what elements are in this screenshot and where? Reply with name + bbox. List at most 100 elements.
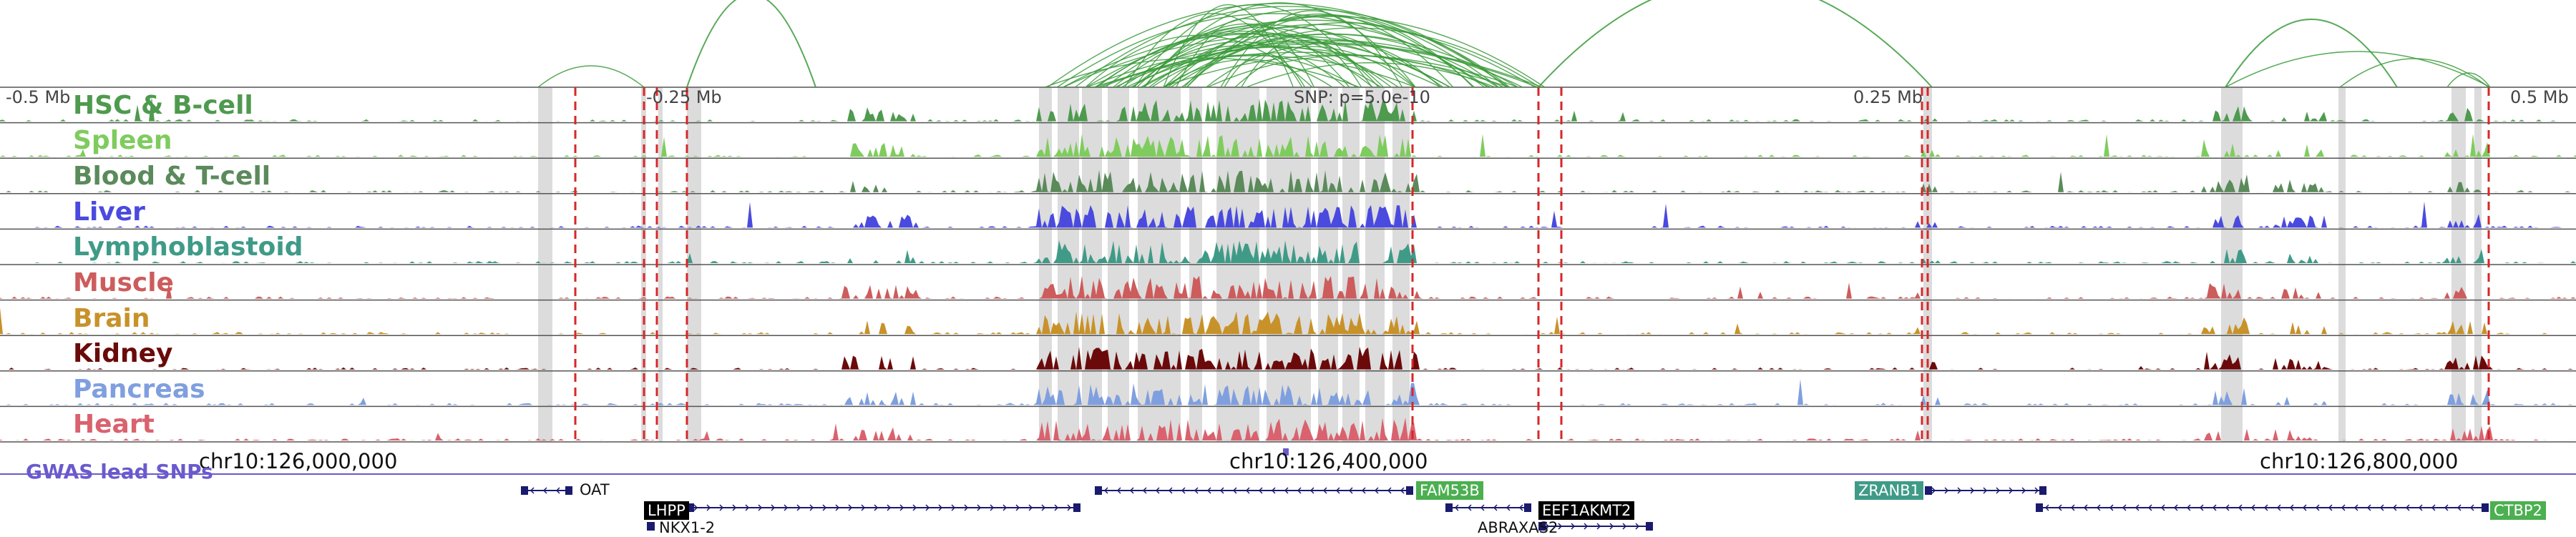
strand-arrow xyxy=(2212,504,2217,511)
strand-arrow xyxy=(1348,487,1353,494)
strand-arrow xyxy=(2431,504,2436,511)
strand-arrow xyxy=(2160,504,2165,511)
strand-arrow xyxy=(2289,504,2294,511)
strand-arrow xyxy=(1571,523,1576,530)
gene-label-eef1akmt2[interactable]: EEF1AKMT2 xyxy=(1538,501,1635,520)
exon xyxy=(2039,486,2046,495)
strand-arrow xyxy=(1258,487,1263,494)
snp-pvalue-label: SNP: p=5.0e-10 xyxy=(1294,87,1430,107)
interaction-arc xyxy=(2446,72,2491,88)
interaction-arc xyxy=(2225,19,2398,88)
strand-arrow xyxy=(1181,487,1186,494)
strand-arrow xyxy=(1635,523,1640,530)
strand-arrow xyxy=(2263,504,2268,511)
coordinate-label-126000000: chr10:126,000,000 xyxy=(199,449,398,473)
strand-arrow xyxy=(2009,487,2014,494)
signal-track xyxy=(0,134,2576,157)
strand-arrow xyxy=(2302,504,2307,511)
track-label-heart: Heart xyxy=(73,410,155,439)
interaction-arc xyxy=(1098,55,1416,88)
strand-arrow xyxy=(1374,487,1379,494)
strand-arrow xyxy=(1194,487,1199,494)
strand-arrow xyxy=(1996,487,2001,494)
strand-arrow xyxy=(2328,504,2333,511)
strand-arrow xyxy=(2021,487,2026,494)
track-label-liver: Liver xyxy=(73,197,145,227)
gene-label-lhpp[interactable]: LHPP xyxy=(644,501,689,520)
strand-arrow xyxy=(2044,504,2049,511)
strand-arrow xyxy=(530,487,535,494)
interaction-arc xyxy=(1163,26,1416,88)
strand-arrow xyxy=(706,504,711,511)
strand-arrow xyxy=(990,504,995,511)
exon xyxy=(687,503,694,512)
interaction-arc xyxy=(686,0,816,88)
strand-arrow xyxy=(899,504,904,511)
strand-arrow xyxy=(1054,504,1059,511)
strand-arrow xyxy=(1361,487,1366,494)
interaction-arc xyxy=(1234,40,1441,88)
strand-arrow xyxy=(2444,504,2449,511)
gene-label-fam53b[interactable]: FAM53B xyxy=(1416,481,1483,500)
track-label-hsc-bcell: HSC & B-cell xyxy=(73,91,253,120)
strand-arrow xyxy=(771,504,776,511)
gene-label-nkx1-2[interactable]: NKX1-2 xyxy=(659,519,716,536)
strand-arrow xyxy=(1609,523,1614,530)
scale-label-half-mb: 0.5 Mb xyxy=(2510,87,2569,107)
interaction-arc xyxy=(1095,24,1444,88)
strand-arrow xyxy=(1596,523,1601,530)
strand-arrow xyxy=(1168,487,1173,494)
strand-arrow xyxy=(796,504,801,511)
gwas-snp-marker xyxy=(1283,448,1289,455)
track-label-spleen: Spleen xyxy=(73,126,172,155)
coordinate-label-126400000: chr10:126,400,000 xyxy=(1229,449,1428,473)
strand-arrow xyxy=(2457,504,2462,511)
signal-track xyxy=(0,169,2576,192)
interaction-arc xyxy=(1093,51,1510,88)
strand-arrow xyxy=(1129,487,1134,494)
strand-arrow xyxy=(861,504,866,511)
strand-arrow xyxy=(977,504,982,511)
strand-arrow xyxy=(1219,487,1224,494)
strand-arrow xyxy=(1558,523,1563,530)
strand-arrow xyxy=(2469,504,2474,511)
interaction-arc xyxy=(1116,44,1382,88)
exon xyxy=(1538,522,1546,531)
exon xyxy=(1646,522,1653,531)
strand-arrow xyxy=(1116,487,1121,494)
strand-arrow xyxy=(1387,487,1392,494)
strand-arrow xyxy=(784,504,789,511)
strand-arrow xyxy=(848,504,853,511)
exon xyxy=(1445,503,1453,512)
strand-arrow xyxy=(2070,504,2075,511)
exon xyxy=(648,522,655,531)
interaction-arc xyxy=(1143,2,1416,88)
strand-arrow xyxy=(2238,504,2243,511)
strand-arrow xyxy=(2057,504,2062,511)
strand-arrow xyxy=(2392,504,2397,511)
exon xyxy=(1073,503,1080,512)
strand-arrow xyxy=(835,504,840,511)
strand-arrow xyxy=(1506,504,1511,511)
strand-arrow xyxy=(1335,487,1340,494)
strand-arrow xyxy=(1622,523,1627,530)
interaction-arc xyxy=(1133,4,1373,88)
strand-arrow xyxy=(1245,487,1250,494)
interaction-arc xyxy=(2339,58,2489,88)
track-label-pancreas: Pancreas xyxy=(73,375,205,404)
strand-arrow xyxy=(1454,504,1459,511)
gene-label-abraxas2[interactable]: ABRAXAS2 xyxy=(1478,519,1558,536)
strand-arrow xyxy=(2366,504,2371,511)
gene-label-oat[interactable]: OAT xyxy=(580,481,610,498)
interaction-arc xyxy=(1047,3,1509,88)
exon xyxy=(565,486,572,495)
strand-arrow xyxy=(1142,487,1147,494)
exon xyxy=(2036,503,2043,512)
gene-label-ctbp2[interactable]: CTBP2 xyxy=(2490,501,2546,520)
gene-label-zranb1[interactable]: ZRANB1 xyxy=(1855,481,1923,500)
interaction-arc xyxy=(1206,54,1491,88)
strand-arrow xyxy=(1284,487,1289,494)
strand-arrow xyxy=(1584,523,1589,530)
strand-arrow xyxy=(2379,504,2384,511)
